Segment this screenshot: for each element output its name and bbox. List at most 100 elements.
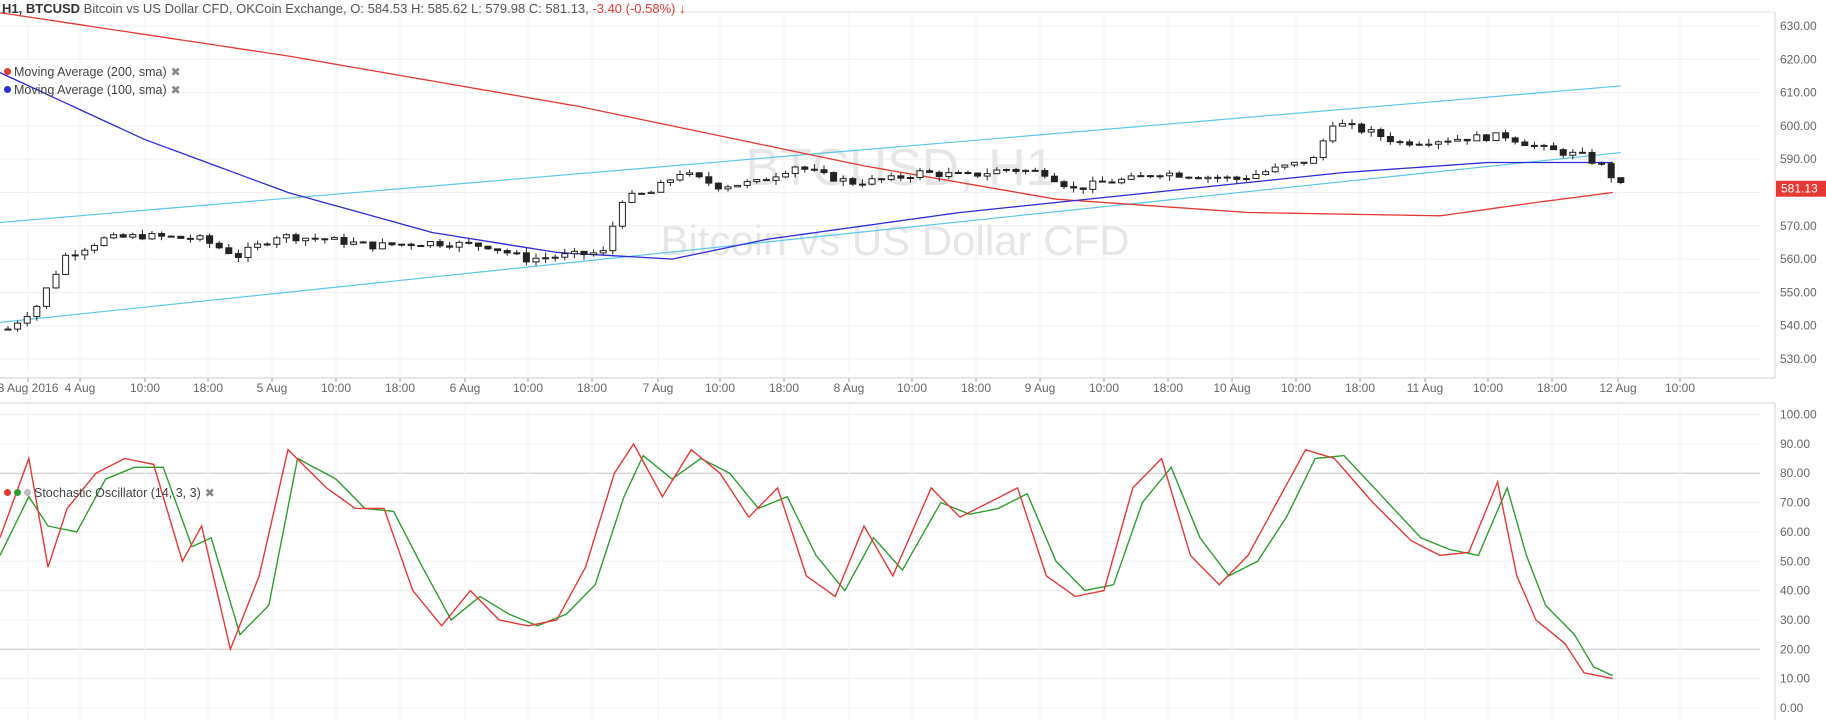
- ma200-label: Moving Average (200, sma): [14, 65, 167, 79]
- candle-body: [543, 258, 549, 259]
- stoch-axis-tick: 30.00: [1780, 613, 1810, 627]
- legend-ma200[interactable]: Moving Average (200, sma) ✖: [4, 65, 181, 79]
- time-axis-tick: 10:00: [705, 381, 735, 395]
- chart-grid: [0, 12, 1760, 720]
- candle-body: [1119, 179, 1125, 182]
- candle-body: [1579, 152, 1585, 153]
- candle-body: [187, 238, 193, 239]
- candle-body: [1349, 124, 1355, 125]
- interval-label[interactable]: H1: [2, 1, 19, 16]
- candle-body: [1167, 173, 1173, 176]
- close-icon[interactable]: ✖: [205, 486, 215, 500]
- candle-body: [1013, 169, 1019, 171]
- candle-body: [63, 255, 69, 274]
- candle-body: [715, 183, 721, 189]
- candle-body: [322, 239, 328, 240]
- candle-body: [389, 243, 395, 245]
- candle-body: [53, 274, 59, 288]
- candle-body: [120, 235, 126, 237]
- candle-body: [226, 248, 232, 254]
- candle-body: [427, 242, 433, 246]
- candle-body: [610, 226, 616, 250]
- candle-body: [1109, 182, 1115, 183]
- candle-body: [831, 173, 837, 182]
- candle-body: [523, 253, 529, 262]
- stoch-axis-tick: 50.00: [1780, 554, 1810, 568]
- close-icon[interactable]: ✖: [171, 65, 181, 79]
- candle-body: [888, 176, 894, 180]
- price-axis-tick: 620.00: [1780, 52, 1817, 66]
- candle-body: [1551, 146, 1557, 150]
- candle-body: [571, 251, 577, 253]
- candle-body: [850, 179, 856, 185]
- candle-body: [1445, 141, 1451, 142]
- candle-body: [139, 235, 145, 239]
- candle-body: [1051, 176, 1057, 182]
- time-axis-tick: 12 Aug: [1599, 381, 1636, 395]
- candle-body: [1215, 177, 1221, 178]
- candle-body: [1455, 139, 1461, 141]
- candle-body: [907, 177, 913, 178]
- price-axis-tick: 570.00: [1780, 219, 1817, 233]
- candle-body: [264, 244, 270, 245]
- candle-body: [1589, 152, 1595, 163]
- down-arrow-icon: ↓: [679, 1, 686, 16]
- candle-body: [1416, 144, 1422, 145]
- candle-body: [1080, 188, 1086, 189]
- stoch-k-color-dot: [4, 489, 11, 496]
- candle-body: [1522, 142, 1528, 146]
- candle-body: [1090, 181, 1096, 189]
- price-axis-tick: 600.00: [1780, 119, 1817, 133]
- time-axis-tick: 18:00: [577, 381, 607, 395]
- candle-body: [706, 177, 712, 183]
- stoch-label: Stochastic Oscillator (14, 3, 3): [34, 486, 201, 500]
- candle-body: [1541, 145, 1547, 146]
- candle-body: [466, 242, 472, 243]
- candle-body: [15, 323, 21, 329]
- candle-body: [1003, 169, 1009, 170]
- candle-body: [754, 180, 760, 182]
- candle-body: [168, 236, 174, 237]
- candle-body: [667, 180, 673, 182]
- candle-body: [658, 182, 664, 192]
- candle-body: [811, 169, 817, 170]
- symbol-label[interactable]: BTCUSD: [26, 1, 80, 16]
- candle-body: [1435, 142, 1441, 144]
- candle-body: [274, 238, 280, 244]
- candle-body: [1243, 178, 1249, 179]
- candle-body: [783, 173, 789, 176]
- candle-body: [514, 253, 520, 254]
- candle-body: [735, 185, 741, 186]
- candle-body: [562, 254, 568, 258]
- candle-body: [197, 236, 203, 239]
- legend-ma100[interactable]: Moving Average (100, sma) ✖: [4, 83, 181, 97]
- chart-header: H1, BTCUSD Bitcoin vs US Dollar CFD, OKC…: [2, 1, 686, 16]
- candle-body: [1531, 145, 1537, 146]
- time-axis-tick: 18:00: [1345, 381, 1375, 395]
- candle-body: [1032, 170, 1038, 171]
- legend-stochastic[interactable]: Stochastic Oscillator (14, 3, 3) ✖: [4, 486, 215, 500]
- candle-body: [648, 192, 654, 193]
- candle-body: [399, 244, 405, 245]
- candle-body: [581, 251, 587, 254]
- candle-body: [1503, 133, 1509, 138]
- stoch-axis-tick: 10.00: [1780, 672, 1810, 686]
- time-axis-tick: 18:00: [1153, 381, 1183, 395]
- candle-body: [802, 167, 808, 169]
- candle-body: [293, 235, 299, 241]
- candle-body: [485, 246, 491, 249]
- candle-body: [245, 247, 251, 257]
- time-axis-tick: 10:00: [1473, 381, 1503, 395]
- candle-body: [34, 306, 40, 316]
- candle-body: [255, 244, 261, 247]
- candle-body: [552, 257, 558, 258]
- candle-body: [955, 173, 961, 174]
- candle-body: [24, 317, 30, 324]
- candle-body: [303, 238, 309, 241]
- candle-body: [1512, 138, 1518, 142]
- candle-body: [130, 235, 136, 237]
- candle-body: [1483, 135, 1489, 141]
- close-icon[interactable]: ✖: [171, 83, 181, 97]
- time-axis-tick: 18:00: [193, 381, 223, 395]
